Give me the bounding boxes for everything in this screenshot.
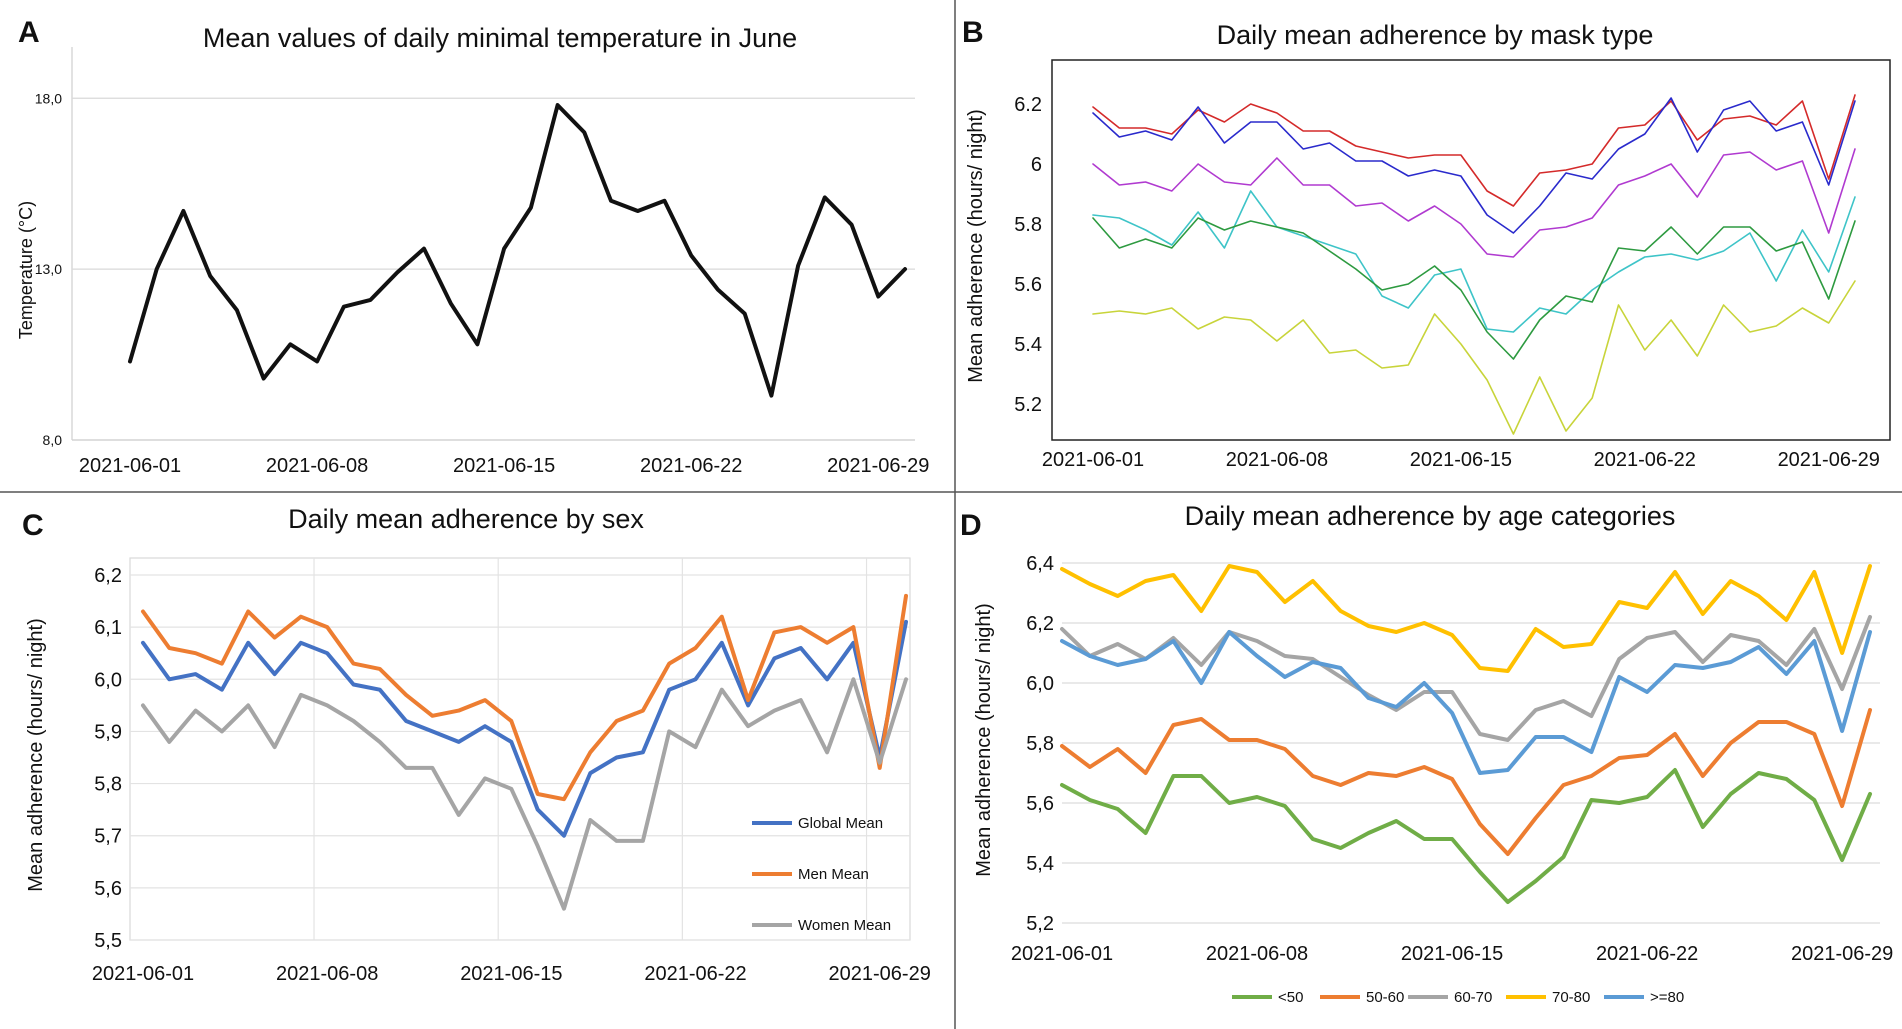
panel-c-ylabel: Mean adherence (hours/ night) (25, 618, 47, 892)
x-tick-label: 2021-06-29 (829, 963, 931, 985)
y-tick-label: 6,4 (1026, 553, 1054, 575)
x-tick-label: 2021-06-08 (1206, 943, 1308, 965)
series-line-3-3 (1060, 564, 1872, 673)
series-line-3-2 (1060, 615, 1872, 742)
series-line-2-1 (141, 593, 908, 802)
x-tick-label: 2021-06-22 (1594, 449, 1696, 471)
y-tick-label: 5.6 (1014, 274, 1042, 296)
panel-d-ylabel: Mean adherence (hours/ night) (973, 603, 995, 877)
x-tick-label: 2021-06-22 (644, 963, 746, 985)
y-tick-label: 5.4 (1014, 334, 1042, 356)
series-line-3-0 (1060, 768, 1872, 904)
y-tick-label: 5.8 (1014, 214, 1042, 236)
panel-b-frame (1051, 59, 1891, 441)
x-tick-label: 2021-06-01 (92, 963, 194, 985)
x-tick-label: 2021-06-08 (276, 963, 378, 985)
legend-label: >=80 (1650, 989, 1684, 1006)
panel-b-ylabel: Mean adherence (hours/ night) (965, 109, 987, 383)
panel-b-plot: 5.2 5.4 5.6 5.8 6 6.2 2021-06-01 2021-06-08 2021… (1014, 59, 1891, 471)
y-tick-label: 5,2 (1026, 913, 1054, 935)
y-tick-label: 5,6 (1026, 793, 1054, 815)
x-tick-label: 2021-06-01 (1042, 449, 1144, 471)
series-line-3-1 (1060, 708, 1872, 856)
series-line-2-2 (141, 677, 908, 911)
y-tick-label: 13,0 (35, 261, 62, 277)
y-tick-label: 6,0 (1026, 673, 1054, 695)
panel-d-plot: 5,2 5,4 5,6 5,8 6,0 6,2 6,4 2021-06-01 2021-06-0… (1011, 553, 1893, 1006)
x-tick-label: 2021-06-29 (1778, 449, 1880, 471)
panel-a-title: Mean values of daily minimal temperature… (203, 23, 797, 53)
y-tick-label: 18,0 (35, 90, 62, 106)
legend-label: 70-80 (1552, 989, 1590, 1006)
legend-label: 60-70 (1454, 989, 1492, 1006)
series-line-1-4 (1092, 217, 1856, 360)
y-tick-label: 5,9 (94, 721, 122, 743)
series-line-1-0 (1092, 94, 1856, 207)
legend-label: <50 (1278, 989, 1303, 1006)
legend-label: Men Mean (798, 866, 869, 883)
y-tick-label: 5.2 (1014, 394, 1042, 416)
panel-d: D Daily mean adherence by age categories… (960, 501, 1893, 1006)
y-tick-label: 5,6 (94, 878, 122, 900)
panel-letter-c: C (22, 509, 44, 542)
y-tick-label: 5,8 (1026, 733, 1054, 755)
y-tick-label: 5,8 (94, 774, 122, 796)
panel-c-title: Daily mean adherence by sex (288, 504, 644, 534)
series-line-2-0 (141, 619, 908, 838)
x-tick-label: 2021-06-29 (827, 455, 929, 477)
series-line-1-1 (1092, 97, 1856, 234)
series-line-1-3 (1092, 190, 1856, 333)
panel-b: B Daily mean adherence by mask type Mean… (962, 16, 1891, 471)
x-tick-label: 2021-06-15 (460, 963, 562, 985)
x-tick-label: 2021-06-01 (1011, 943, 1113, 965)
panel-letter-a: A (18, 16, 40, 49)
y-tick-label: 6,2 (1026, 613, 1054, 635)
x-tick-label: 2021-06-15 (453, 455, 555, 477)
y-tick-label: 5,4 (1026, 853, 1054, 875)
series-line-3-4 (1060, 630, 1872, 775)
x-tick-label: 2021-06-08 (1226, 449, 1328, 471)
x-tick-label: 2021-06-15 (1410, 449, 1512, 471)
panel-letter-d: D (960, 509, 982, 542)
panel-c-plot: 5,5 5,6 5,7 5,8 5,9 6,0 6,1 6,2 2021-06-01 2021-0… (92, 557, 931, 985)
panel-a: A Mean values of daily minimal temperatu… (16, 16, 929, 477)
panel-letter-b: B (962, 16, 984, 49)
panel-d-title: Daily mean adherence by age categories (1185, 501, 1676, 531)
y-tick-label: 6 (1031, 154, 1042, 176)
x-tick-label: 2021-06-22 (640, 455, 742, 477)
series-line-1-5 (1092, 280, 1856, 435)
x-tick-label: 2021-06-01 (79, 455, 181, 477)
panel-b-title: Daily mean adherence by mask type (1217, 20, 1654, 50)
y-tick-label: 5,7 (94, 826, 122, 848)
y-tick-label: 8,0 (43, 432, 63, 448)
y-tick-label: 6.2 (1014, 94, 1042, 116)
panel-c: C Daily mean adherence by sex Mean adher… (22, 504, 931, 985)
y-tick-label: 6,2 (94, 565, 122, 587)
panel-a-plot: 8,0 13,0 18,0 2021-06-01 2021-06-08 2021-06-1… (35, 47, 929, 477)
series-line-0-0 (128, 103, 907, 398)
y-tick-label: 6,0 (94, 669, 122, 691)
x-tick-label: 2021-06-15 (1401, 943, 1503, 965)
x-tick-label: 2021-06-08 (266, 455, 368, 477)
y-tick-label: 5,5 (94, 930, 122, 952)
legend-label: 50-60 (1366, 989, 1404, 1006)
series-line-1-2 (1092, 148, 1856, 258)
x-tick-label: 2021-06-29 (1791, 943, 1893, 965)
panel-a-ylabel: Temperature (°C) (16, 201, 36, 339)
legend-label: Global Mean (798, 815, 883, 832)
x-tick-label: 2021-06-22 (1596, 943, 1698, 965)
y-tick-label: 6,1 (94, 617, 122, 639)
legend-label: Women Mean (798, 917, 891, 934)
